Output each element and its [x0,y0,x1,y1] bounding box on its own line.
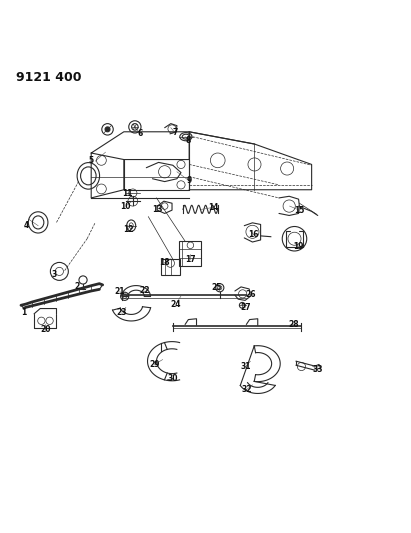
Text: 27: 27 [240,303,251,312]
Text: 7: 7 [172,128,178,137]
Text: 18: 18 [159,258,170,267]
Text: 4: 4 [23,221,28,230]
Text: 3: 3 [52,270,57,279]
Text: 21: 21 [115,287,125,296]
Text: 25: 25 [212,283,222,292]
Text: 28: 28 [288,320,298,329]
Text: 26: 26 [245,290,256,299]
Text: 5: 5 [89,156,94,165]
Text: 20: 20 [40,325,51,334]
Bar [161,259,180,276]
Text: 19: 19 [293,243,304,252]
Text: 24: 24 [171,300,181,309]
Text: 33: 33 [312,365,323,374]
Text: 10: 10 [121,201,131,211]
Text: 14: 14 [208,203,219,212]
Text: 1: 1 [21,308,26,317]
Text: 29: 29 [149,360,160,369]
Text: 15: 15 [294,206,305,215]
Text: 6: 6 [138,130,143,139]
Text: 9: 9 [187,176,192,185]
Text: 22: 22 [140,287,150,295]
Bar [179,241,201,265]
Text: 23: 23 [117,308,127,317]
Text: 9121 400: 9121 400 [16,70,81,84]
Text: 30: 30 [168,374,178,383]
Circle shape [105,127,110,132]
Text: 16: 16 [248,230,259,239]
Text: 12: 12 [123,225,133,235]
Text: 17: 17 [185,255,195,264]
Text: 8: 8 [186,136,191,146]
Text: 32: 32 [241,385,252,394]
Text: 11: 11 [122,189,132,198]
Text: 13: 13 [152,205,163,214]
Text: 31: 31 [240,362,251,371]
Text: 2: 2 [74,281,80,290]
